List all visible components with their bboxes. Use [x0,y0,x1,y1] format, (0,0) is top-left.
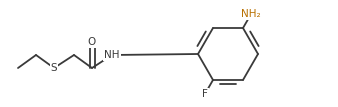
Text: O: O [88,37,96,47]
Text: F: F [202,89,208,99]
Text: NH: NH [104,50,120,60]
Text: S: S [51,63,57,73]
Text: NH₂: NH₂ [241,9,261,19]
